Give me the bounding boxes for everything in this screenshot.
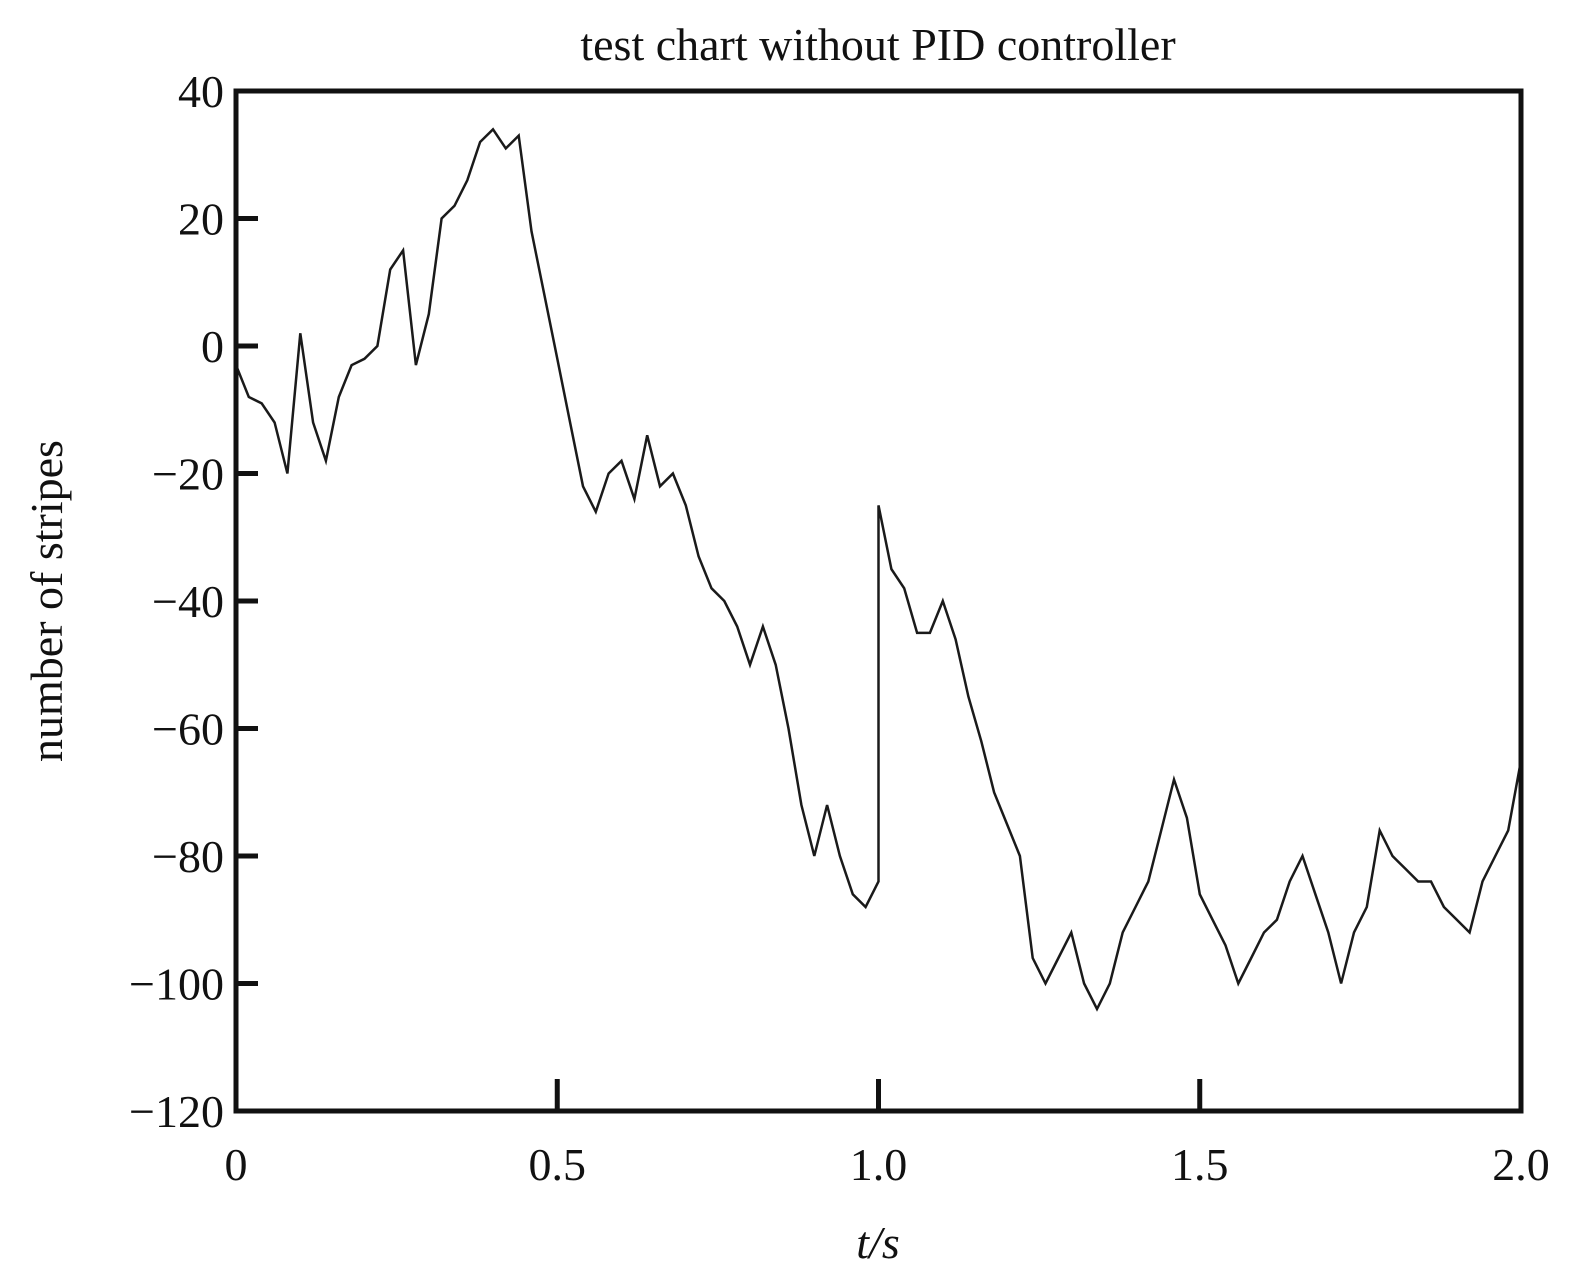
y-axis-label: number of stripes	[21, 440, 72, 762]
x-tick-label: 0.5	[529, 1139, 587, 1190]
chart-title: test chart without PID controller	[580, 19, 1175, 70]
plot-frame	[233, 88, 1524, 1114]
y-tick-label: 0	[201, 321, 224, 372]
y-tick-label: 20	[178, 194, 224, 245]
y-tick-label: −120	[129, 1086, 224, 1137]
y-tick-label: −60	[152, 704, 224, 755]
y-tick-label: 40	[178, 66, 224, 117]
x-tick-label: 1.0	[850, 1139, 908, 1190]
x-tick-label: 0	[225, 1139, 248, 1190]
x-tick-label: 1.5	[1171, 1139, 1229, 1190]
x-axis-label: t/s	[856, 1217, 899, 1266]
y-tick-label: −40	[152, 576, 224, 627]
y-tick-label: −80	[152, 831, 224, 882]
line	[234, 127, 1523, 1012]
x-tick-label: 2.0	[1492, 1139, 1550, 1190]
y-tick-label: −100	[129, 959, 224, 1010]
y-tick-label: −20	[152, 449, 224, 500]
